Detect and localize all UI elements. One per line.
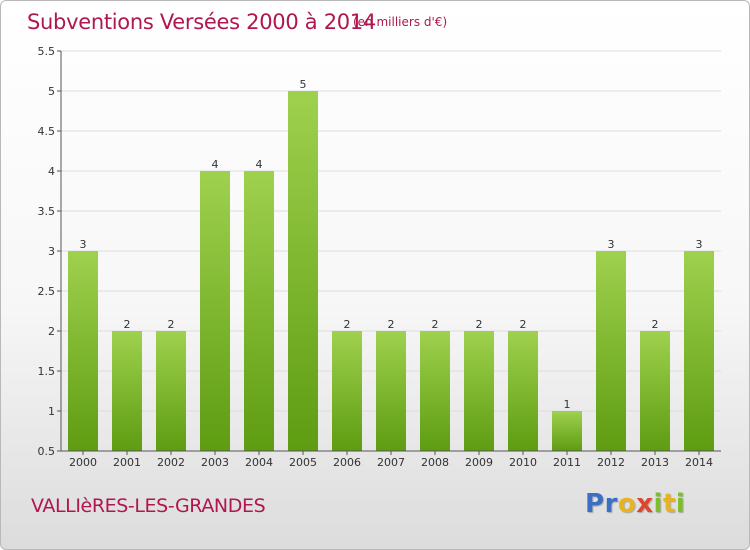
x-tick-label: 2008 [421, 456, 449, 469]
bar-value-label: 2 [388, 318, 395, 331]
bar-2013 [640, 331, 670, 451]
y-tick-label: 2 [48, 325, 55, 338]
bar-2003 [200, 171, 230, 451]
brand-letter: t [662, 489, 676, 519]
x-tick-label: 2005 [289, 456, 317, 469]
bar-value-label: 2 [476, 318, 483, 331]
brand-letter: x [636, 489, 654, 519]
y-tick-label: 4.5 [38, 125, 56, 138]
x-tick-label: 2009 [465, 456, 493, 469]
brand-letter: r [604, 489, 618, 519]
x-tick-label: 2007 [377, 456, 405, 469]
bar-value-label: 3 [608, 238, 615, 251]
x-tick-label: 2002 [157, 456, 185, 469]
x-tick-label: 2014 [685, 456, 713, 469]
brand-letter: i [675, 489, 686, 519]
x-tick-label: 2000 [69, 456, 97, 469]
bar-2008 [420, 331, 450, 451]
town-name: VALLIèRES-LES-GRANDES [31, 495, 266, 517]
chart-subtitle: (en milliers d'€) [353, 15, 448, 29]
bar-value-label: 2 [432, 318, 439, 331]
bar-value-label: 2 [124, 318, 131, 331]
x-tick-label: 2003 [201, 456, 229, 469]
y-tick-label: 3 [48, 245, 55, 258]
brand-letter: P [585, 489, 605, 519]
brand-letter: i [653, 489, 663, 519]
bars: 3 2 2 4 4 5 2 2 2 2 2 1 3 2 3 [68, 78, 714, 451]
y-tick-label: 3.5 [38, 205, 56, 218]
chart-title: Subventions Versées 2000 à 2014 [27, 10, 376, 34]
x-tick-label: 2004 [245, 456, 273, 469]
bar-2007 [376, 331, 406, 451]
bar-2002 [156, 331, 186, 451]
bar-value-label: 4 [256, 158, 263, 171]
x-tick-label: 2006 [333, 456, 361, 469]
x-tick-label: 2013 [641, 456, 669, 469]
y-tick-label: 2.5 [38, 285, 56, 298]
y-tick-label: 4 [48, 165, 55, 178]
x-tick-label: 2011 [553, 456, 581, 469]
bar-2009 [464, 331, 494, 451]
bar-2014 [684, 251, 714, 451]
bar-2000 [68, 251, 98, 451]
bar-2001 [112, 331, 142, 451]
bar-value-label: 3 [80, 238, 87, 251]
bar-2006 [332, 331, 362, 451]
bar-value-label: 5 [300, 78, 307, 91]
x-tick-label: 2010 [509, 456, 537, 469]
axes: 0.5 1 1.5 2 2.5 3 3.5 4 4.5 5 5.5 2000 2001 2002 2003 2… [38, 45, 721, 469]
brand-logo[interactable]: Proxiti [585, 489, 685, 519]
bar-2004 [244, 171, 274, 451]
bar-value-label: 3 [696, 238, 703, 251]
bar-value-label: 4 [212, 158, 219, 171]
bar-2012 [596, 251, 626, 451]
bar-value-label: 2 [344, 318, 351, 331]
bar-2005 [288, 91, 318, 451]
y-tick-label: 0.5 [38, 445, 56, 458]
x-tick-label: 2001 [113, 456, 141, 469]
brand-letter: o [617, 489, 637, 519]
y-tick-label: 5 [48, 85, 55, 98]
bar-value-label: 1 [564, 398, 571, 411]
x-tick-label: 2012 [597, 456, 625, 469]
bar-2011 [552, 411, 582, 451]
bar-value-label: 2 [520, 318, 527, 331]
bar-value-label: 2 [168, 318, 175, 331]
bar-2010 [508, 331, 538, 451]
bar-value-label: 2 [652, 318, 659, 331]
y-tick-label: 1.5 [38, 365, 56, 378]
y-tick-label: 5.5 [38, 45, 56, 58]
y-tick-label: 1 [48, 405, 55, 418]
